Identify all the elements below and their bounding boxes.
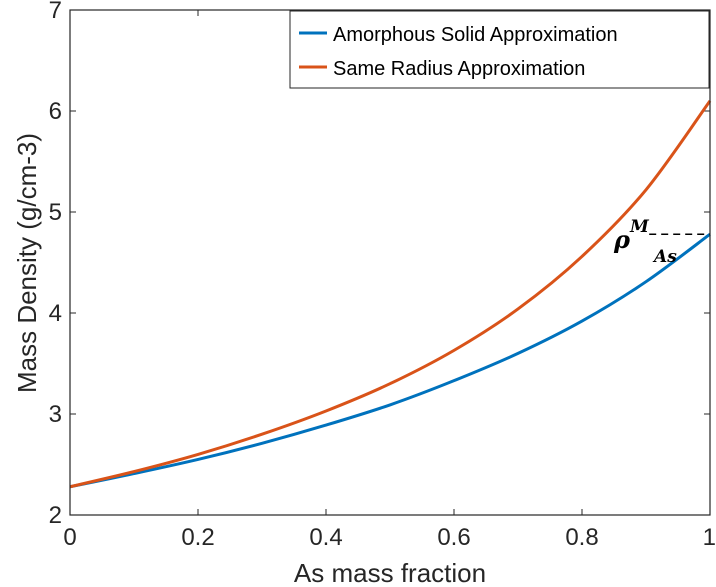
annotation-subscript: As xyxy=(652,247,677,267)
x-ticks: 0 0.2 0.4 0.6 0.8 1 xyxy=(63,10,716,551)
x-tick-label: 0.4 xyxy=(309,524,342,551)
x-tick-label: 0.2 xyxy=(181,524,214,551)
plot-background xyxy=(70,10,710,515)
legend: Amorphous Solid Approximation Same Radiu… xyxy=(289,10,710,89)
x-tick-label: 1 xyxy=(703,524,716,551)
x-tick-label: 0 xyxy=(63,524,76,551)
series-line-same-radius xyxy=(69,100,712,489)
y-axis-label: Mass Density (g/cm-3) xyxy=(12,133,42,393)
legend-label-amorphous: Amorphous Solid Approximation xyxy=(333,24,618,46)
x-tick-label: 0.6 xyxy=(437,524,470,551)
annotation-rho: ρ xyxy=(613,225,631,254)
x-tick-label: 0.8 xyxy=(565,524,598,551)
legend-box xyxy=(289,10,710,89)
legend-label-same-radius: Same Radius Approximation xyxy=(333,58,585,80)
x-axis-label: As mass fraction xyxy=(294,558,486,587)
y-tick-label: 3 xyxy=(49,401,62,428)
y-tick-label: 4 xyxy=(49,300,62,327)
plot-frame xyxy=(69,9,711,516)
y-tick-label: 6 xyxy=(49,98,62,125)
annotation-superscript: M xyxy=(629,217,650,237)
y-tick-label: 7 xyxy=(49,0,62,24)
series-lines xyxy=(69,100,712,489)
y-tick-label: 2 xyxy=(49,502,62,529)
y-tick-label: 5 xyxy=(49,199,62,226)
series-line-amorphous xyxy=(69,233,711,489)
rho-annotation: ρ M As xyxy=(613,217,677,267)
